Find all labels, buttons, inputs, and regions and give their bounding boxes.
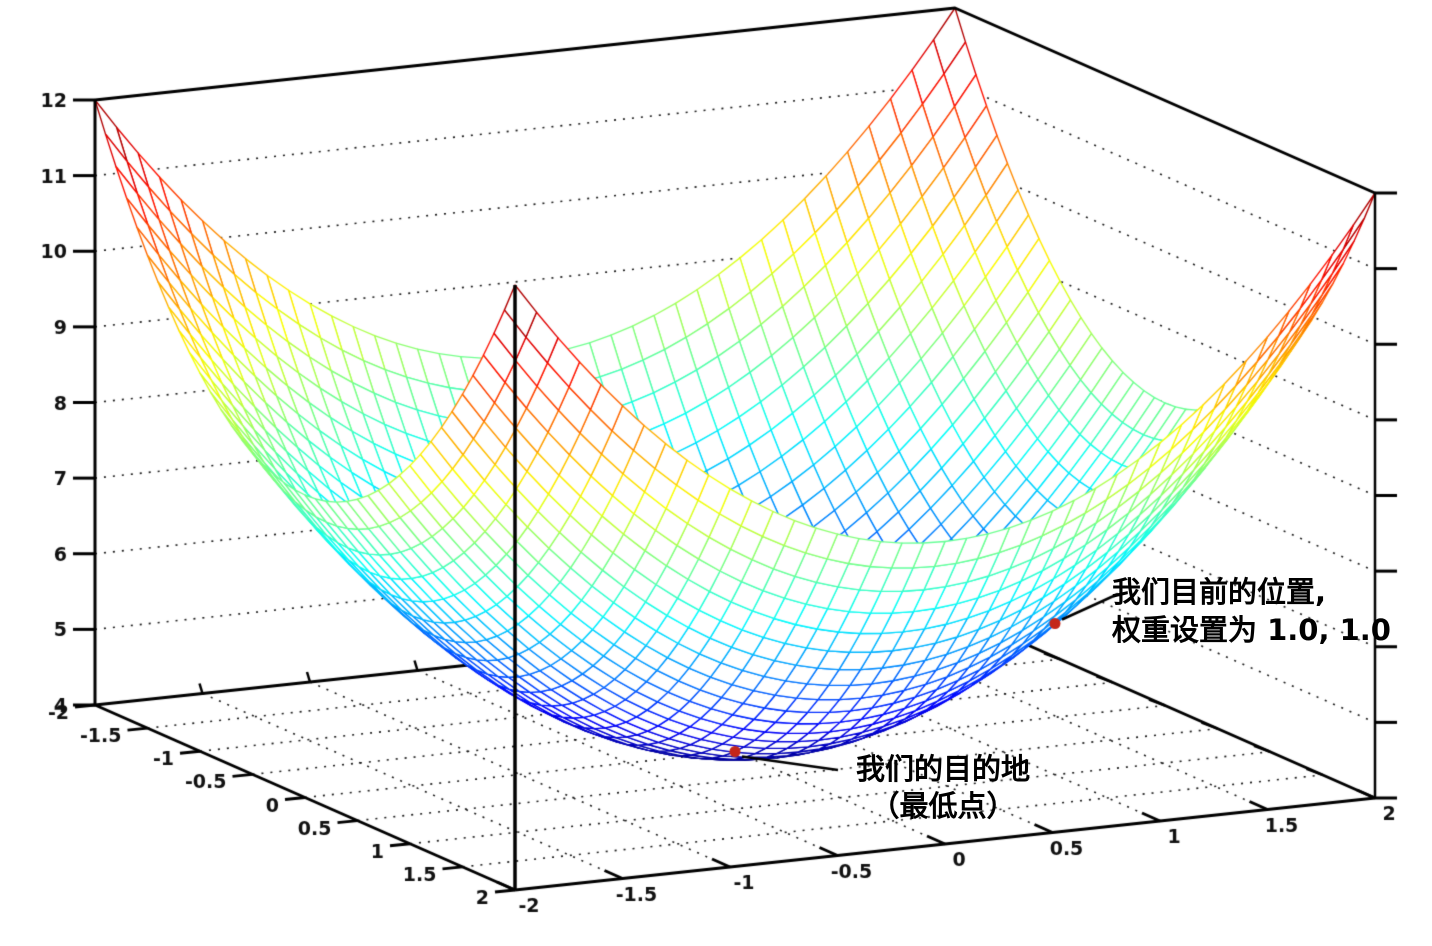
annotation-destination: 我们的目的地 （最低点） [845, 751, 1041, 825]
annotation-destination-line-2: （最低点） [870, 789, 1016, 823]
annotation-destination-line-1: 我们的目的地 [855, 752, 1030, 786]
annotation-current-line-1: 我们目前的位置, [1112, 575, 1327, 609]
annotation-current-line-2: 权重设置为 1.0, 1.0 [1112, 613, 1391, 647]
annotation-current-position: 我们目前的位置, 权重设置为 1.0, 1.0 [1112, 573, 1391, 649]
